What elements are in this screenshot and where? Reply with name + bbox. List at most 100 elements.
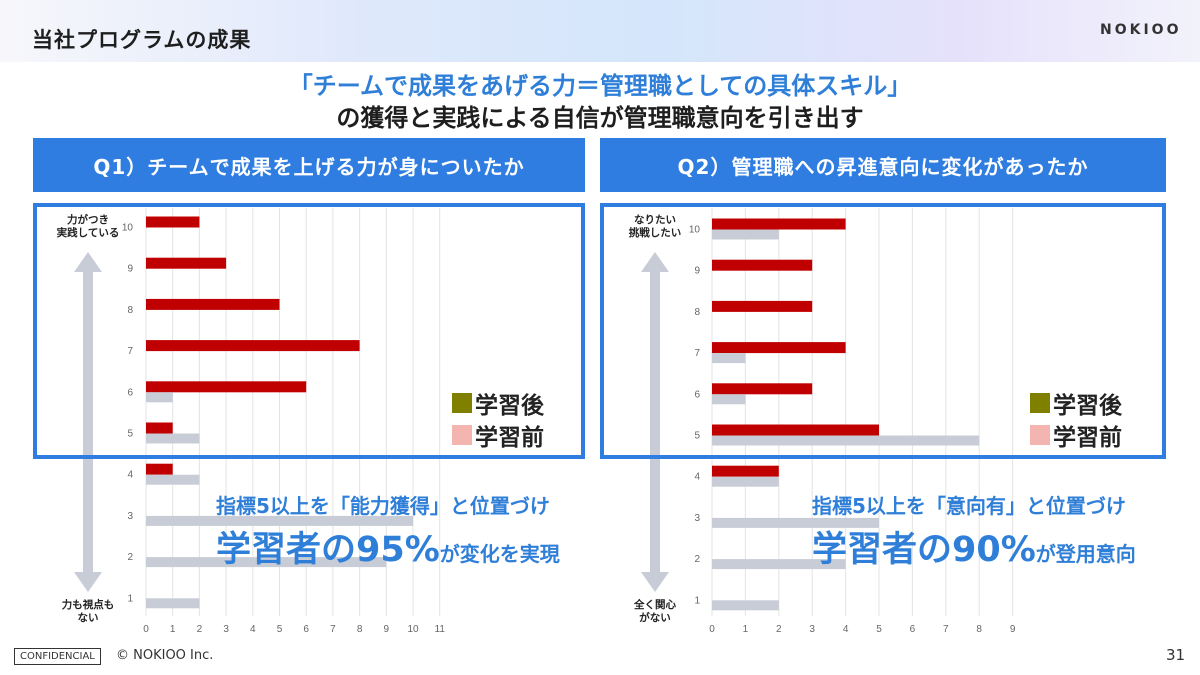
x-tick-label: 0 [709,624,715,635]
legend-label-after: 学習後 [1053,393,1122,419]
headline-line1: 「チームで成果をあげる力＝管理職としての具体スキル」 [288,72,912,100]
brand-logo: NOKIOO [1100,22,1182,38]
scale-arrow-down [641,572,669,592]
y-tick-label: 10 [689,225,701,236]
y-tick-label: 2 [694,554,700,565]
bar-after [712,383,813,395]
q2-callout-line1: 指標5以上を「意向有」と位置づけ [812,494,1126,518]
bar-before [712,517,879,528]
bar-before [146,392,173,403]
legend-swatch-after [452,393,472,413]
bar-after [712,342,846,354]
legend-label-after: 学習後 [475,393,544,419]
x-tick-label: 7 [330,624,336,635]
q2-legend: 学習後 学習前 [1030,387,1122,451]
bar-before [712,559,846,570]
bar-before [712,394,746,405]
y-tick-label: 1 [694,595,700,606]
header-band [0,0,1200,62]
bar-after [712,465,779,477]
bar-after [712,424,879,436]
legend-after: 学習後 [1030,387,1122,419]
bar-after [146,216,200,228]
x-tick-label: 4 [250,624,256,635]
bar-after [146,257,227,269]
q2-callout: 指標5以上を「意向有」と位置づけ 学習者の90%が登用意向 [812,490,1136,572]
legend-before: 学習前 [1030,419,1122,451]
page-number: 31 [1166,646,1186,664]
bar-after [712,218,846,230]
y-tick-label: 5 [694,431,700,442]
scale-arrow-down [74,572,102,592]
q2-callout-line2: 学習者の90%が登用意向 [812,521,1136,572]
legend-after: 学習後 [452,387,544,419]
y-tick-label: 8 [694,307,700,318]
q1-legend: 学習後 学習前 [452,387,544,451]
y-tick-label: 6 [694,389,700,400]
x-tick-label: 9 [1010,624,1016,635]
y-tick-label: 8 [127,305,133,316]
y-tick-label: 3 [127,511,133,522]
bar-before [146,598,200,609]
bar-before [712,435,980,446]
x-tick-label: 4 [843,624,849,635]
bar-after [146,298,280,310]
x-tick-label: 10 [407,624,419,635]
x-tick-label: 6 [910,624,916,635]
y-axis-top-label: 力がつき [67,213,109,226]
y-tick-label: 3 [694,513,700,524]
bar-after [146,340,360,352]
y-tick-label: 2 [127,552,133,563]
legend-swatch-before [1030,425,1050,445]
y-axis-top-label: 実践している [57,226,120,239]
legend-label-before: 学習前 [475,425,544,451]
x-tick-label: 2 [776,624,782,635]
y-tick-label: 1 [127,593,133,604]
scale-arrow-up [74,252,102,272]
q2-callout-small: が登用意向 [1035,542,1136,566]
q2-banner: Q2）管理職への昇進意向に変化があったか [600,138,1166,192]
bar-before [712,229,779,240]
bar-before [146,557,387,568]
copyright: © NOKIOO Inc. [116,648,214,663]
bar-before [712,476,779,487]
q1-banner: Q1）チームで成果を上げる力が身についたか [33,138,585,192]
page-title: 当社プログラムの成果 [32,28,252,52]
q2-callout-big: 学習者の90% [812,530,1036,570]
x-tick-label: 3 [223,624,229,635]
legend-swatch-before [452,425,472,445]
x-tick-label: 9 [384,624,390,635]
bar-after [146,463,173,475]
y-axis-top-label: 挑戦したい [629,226,682,239]
y-tick-label: 6 [127,387,133,398]
x-tick-label: 2 [197,624,203,635]
y-axis-bottom-label: がない [639,611,671,624]
x-tick-label: 1 [170,624,176,635]
x-tick-label: 8 [976,624,982,635]
x-tick-label: 7 [943,624,949,635]
bar-before [712,600,779,611]
x-tick-label: 0 [143,624,149,635]
q1-callout: 指標5以上を「能力獲得」と位置づけ 学習者の95%が変化を実現 [216,490,560,572]
x-tick-label: 11 [435,624,446,635]
y-tick-label: 7 [127,346,133,357]
bar-before [146,515,413,526]
x-tick-label: 3 [809,624,815,635]
y-tick-label: 10 [122,223,134,234]
bar-after [146,381,307,393]
y-axis-top-label: なりたい [634,214,676,226]
bar-after [712,300,813,312]
y-tick-label: 4 [694,472,700,483]
y-axis-bottom-label: 全く関心 [633,598,676,611]
headline-line2: の獲得と実践による自信が管理職意向を引き出す [336,104,864,132]
q1-callout-line2: 学習者の95%が変化を実現 [216,521,560,572]
y-tick-label: 7 [694,348,700,359]
x-tick-label: 6 [303,624,309,635]
x-tick-label: 1 [743,624,749,635]
legend-swatch-after [1030,393,1050,413]
x-tick-label: 5 [277,624,283,635]
bar-before [146,433,200,444]
bar-after [712,259,813,271]
